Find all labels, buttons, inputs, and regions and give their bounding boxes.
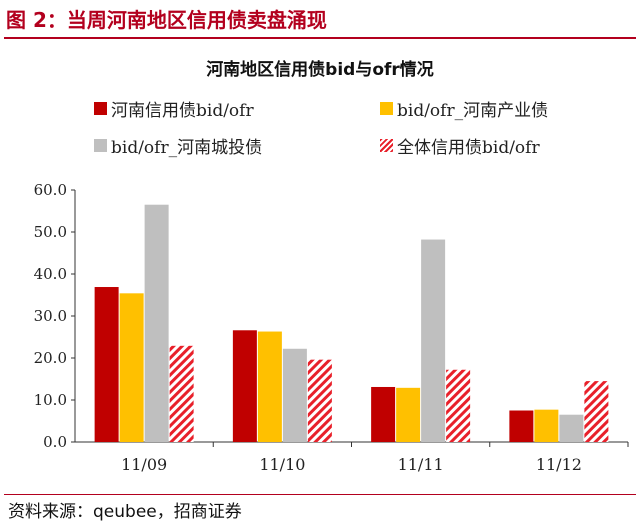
y-tick-label: 20.0 xyxy=(34,349,67,367)
chart-legend: 河南信用债bid/ofr bid/ofr_河南产业债 bid/ofr_河南城投债… xyxy=(94,92,614,168)
legend-label: 河南信用债bid/ofr xyxy=(111,100,254,121)
bar-henan-chengtou xyxy=(559,414,584,442)
legend-item-henan-chengtou: bid/ofr_河南城投债 xyxy=(94,133,263,158)
chart-title: 河南地区信用债bid与ofr情况 xyxy=(206,60,434,80)
bar-henan-industrial xyxy=(396,387,421,442)
legend-label: bid/ofr_河南产业债 xyxy=(397,100,549,121)
chart-bars xyxy=(94,204,609,442)
figure-title: 图 2：当周河南地区信用债卖盘涌现 xyxy=(6,8,327,32)
bar-all-credit xyxy=(446,369,471,442)
y-tick-label: 0.0 xyxy=(43,433,67,451)
y-tick-label: 10.0 xyxy=(34,391,67,409)
bar-all-credit xyxy=(307,359,332,442)
x-tick-label: 11/11 xyxy=(398,455,444,474)
legend-swatch-red xyxy=(94,101,107,115)
source-note: 资料来源：qeubee，招商证券 xyxy=(8,502,242,522)
bar-henan-credit xyxy=(509,410,534,442)
bar-henan-chengtou xyxy=(282,348,307,442)
legend-swatch-yellow xyxy=(380,101,393,115)
bar-henan-chengtou xyxy=(421,239,446,442)
bar-henan-credit xyxy=(371,386,396,442)
y-tick-label: 30.0 xyxy=(34,307,67,325)
x-tick-label: 11/10 xyxy=(259,455,305,474)
legend-label: bid/ofr_河南城投债 xyxy=(111,137,263,158)
legend-label: 全体信用债bid/ofr xyxy=(397,137,540,158)
y-tick-label: 40.0 xyxy=(34,265,67,283)
bar-henan-credit xyxy=(94,287,119,442)
bar-henan-industrial xyxy=(534,409,559,442)
legend-item-henan-credit: 河南信用债bid/ofr xyxy=(94,96,254,121)
bar-all-credit xyxy=(169,345,194,442)
bar-henan-credit xyxy=(232,330,257,442)
bar-henan-chengtou xyxy=(144,204,169,442)
y-tick-label: 50.0 xyxy=(34,223,67,241)
bar-henan-industrial xyxy=(257,331,282,442)
legend-item-all-credit: 全体信用债bid/ofr xyxy=(380,133,540,158)
x-tick-label: 11/12 xyxy=(536,455,582,474)
x-tick-label: 11/09 xyxy=(121,455,167,474)
source-divider xyxy=(4,494,636,495)
legend-swatch-hatch xyxy=(380,138,393,152)
y-tick-label: 60.0 xyxy=(34,181,67,199)
title-divider xyxy=(4,37,636,39)
chart-axes: 0.0 10.0 20.0 30.0 40.0 50.0 60.0 11/09 11/10 11/… xyxy=(34,181,629,474)
bar-all-credit xyxy=(584,381,609,442)
bar-henan-industrial xyxy=(119,293,144,442)
legend-swatch-gray xyxy=(94,138,107,152)
legend-item-henan-industrial: bid/ofr_河南产业债 xyxy=(380,96,549,121)
